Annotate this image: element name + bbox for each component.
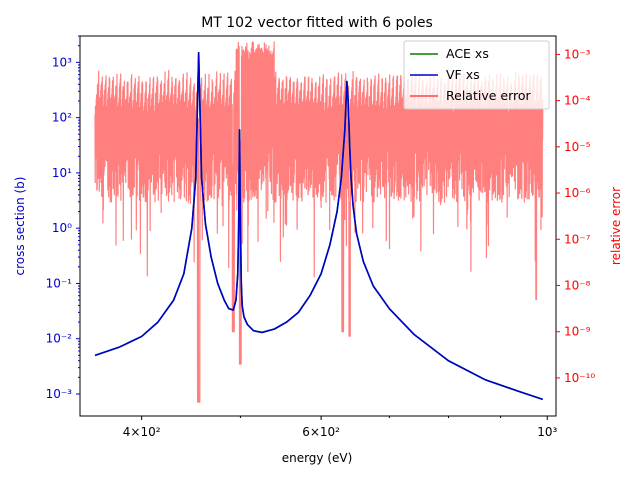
- x-tick-label: 6×10²: [302, 425, 340, 439]
- x-axis-label: energy (eV): [282, 451, 353, 465]
- y-left-tick-label: 10¹: [52, 166, 72, 180]
- series-vf-xs-line: [94, 51, 544, 401]
- y-left-tick-label: 10⁻³: [46, 387, 73, 401]
- legend-label: VF xs: [446, 67, 480, 82]
- y-axis-right-label: relative error: [609, 187, 623, 265]
- y-right-tick-label: 10⁻⁹: [564, 325, 591, 339]
- y-right-tick-label: 10⁻⁷: [564, 232, 591, 246]
- y-right-tick-label: 10⁻¹⁰: [564, 371, 595, 385]
- chart-title: MT 102 vector fitted with 6 poles: [201, 15, 433, 31]
- x-tick-label: 4×10²: [123, 425, 161, 439]
- y-left-tick-label: 10⁻²: [46, 332, 73, 346]
- legend-box: [403, 40, 550, 110]
- plot-area: [94, 41, 544, 403]
- y-right-tick-label: 10⁻⁸: [564, 278, 591, 292]
- plot-frame: [79, 35, 557, 417]
- series-relative-error-line: [94, 41, 544, 403]
- y-left-tick-label: 10³: [52, 55, 72, 69]
- legend-label: ACE xs: [446, 46, 489, 61]
- y-right-tick-label: 10⁻³: [564, 47, 591, 61]
- legend-label: Relative error: [446, 88, 532, 103]
- x-tick-label: 10³: [537, 425, 557, 439]
- axes: 4×10² 6×10² 10³ 10⁻³ 10⁻² 10⁻¹ 10⁰ 10¹ 10² 10³ 10⁻…: [46, 35, 595, 439]
- y-axis-left-label: cross section (b): [13, 177, 27, 276]
- y-right-tick-label: 10⁻⁶: [564, 186, 591, 200]
- y-right-tick-label: 10⁻⁵: [564, 140, 591, 154]
- y-left-tick-label: 10⁰: [52, 221, 72, 235]
- legend: ACE xs VF xs Relative error: [403, 40, 550, 110]
- y-left-tick-label: 10²: [52, 111, 72, 125]
- y-right-tick-label: 10⁻⁴: [564, 94, 591, 108]
- y-left-tick-label: 10⁻¹: [46, 276, 73, 290]
